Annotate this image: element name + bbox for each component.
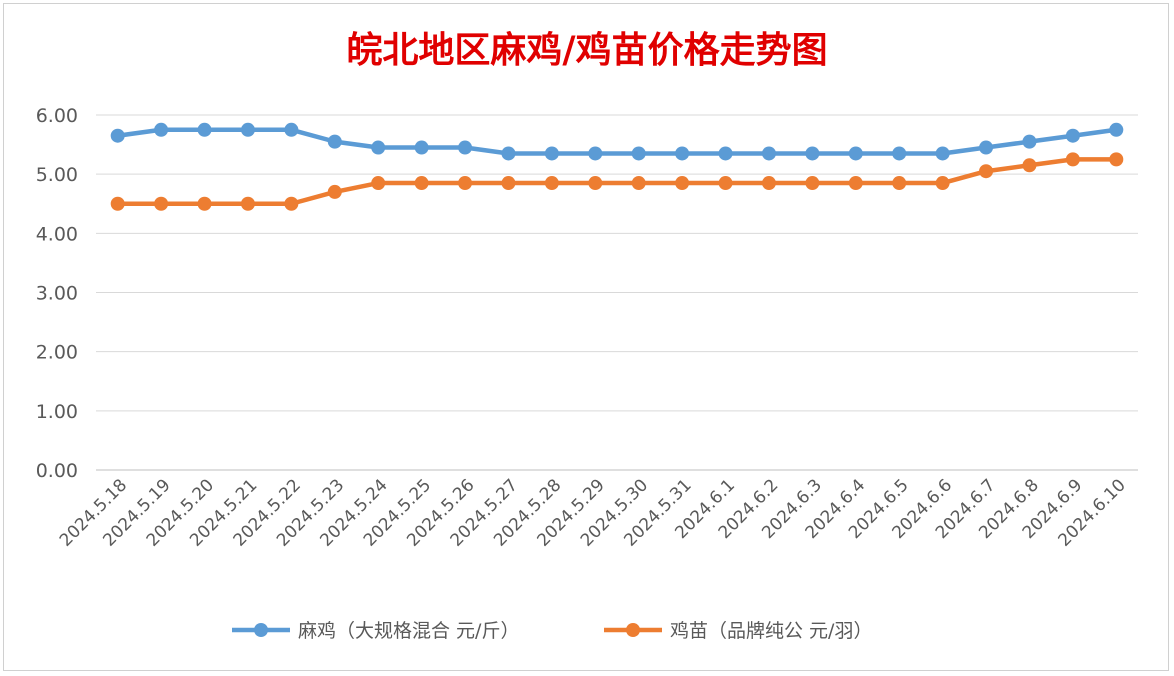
data-point <box>110 128 125 143</box>
data-point <box>197 122 212 137</box>
data-point <box>588 176 603 191</box>
data-point <box>979 164 994 179</box>
data-point <box>718 146 733 161</box>
series-line-2 <box>115 157 1119 206</box>
data-point <box>761 146 776 161</box>
data-point <box>935 176 950 191</box>
legend-label: 鸡苗（品牌纯公 元/羽） <box>670 620 872 642</box>
data-point <box>414 140 429 155</box>
data-point <box>805 176 820 191</box>
data-point <box>761 176 776 191</box>
y-tick-label: 3.00 <box>36 283 78 305</box>
data-point <box>240 122 255 137</box>
y-tick-label: 1.00 <box>36 401 78 423</box>
data-point <box>631 146 646 161</box>
legend-label: 麻鸡（大规格混合 元/斤） <box>298 620 519 642</box>
series-group <box>110 122 1124 211</box>
data-point <box>979 140 994 155</box>
data-point <box>501 176 516 191</box>
chart-title: 皖北地区麻鸡/鸡苗价格走势图 <box>346 29 827 71</box>
chart-frame <box>3 3 1169 671</box>
legend-marker <box>626 623 640 637</box>
legend: 麻鸡（大规格混合 元/斤） 鸡苗（品牌纯公 元/羽） <box>232 620 872 642</box>
data-point <box>197 196 212 211</box>
data-point <box>458 176 473 191</box>
data-point <box>154 196 169 211</box>
data-point <box>1065 128 1080 143</box>
y-tick-label: 6.00 <box>36 105 78 127</box>
data-point <box>805 146 820 161</box>
y-tick-label: 4.00 <box>36 223 78 245</box>
data-point <box>675 176 690 191</box>
data-point <box>544 146 559 161</box>
data-point <box>588 146 603 161</box>
data-point <box>371 140 386 155</box>
data-point <box>414 176 429 191</box>
data-point <box>1109 152 1124 167</box>
data-point <box>848 176 863 191</box>
data-point <box>327 184 342 199</box>
y-tick-label: 2.00 <box>36 342 78 364</box>
data-point <box>284 122 299 137</box>
data-point <box>935 146 950 161</box>
data-point <box>371 176 386 191</box>
data-point <box>675 146 690 161</box>
data-point <box>1022 158 1037 173</box>
data-point <box>110 196 125 211</box>
data-point <box>501 146 516 161</box>
data-point <box>1065 152 1080 167</box>
data-point <box>458 140 473 155</box>
data-point <box>544 176 559 191</box>
data-point <box>1022 134 1037 149</box>
data-point <box>284 196 299 211</box>
series-line-1 <box>115 127 1119 156</box>
data-point <box>240 196 255 211</box>
data-point <box>718 176 733 191</box>
data-point <box>1109 122 1124 137</box>
data-point <box>848 146 863 161</box>
x-axis-ticks: 2024.5.182024.5.192024.5.202024.5.212024… <box>56 475 1130 550</box>
y-axis-ticks: 0.00 1.00 2.00 3.00 4.00 5.00 6.00 <box>36 105 78 482</box>
data-point <box>154 122 169 137</box>
data-point <box>327 134 342 149</box>
data-point <box>892 146 907 161</box>
grid <box>96 114 1138 471</box>
data-point <box>631 176 646 191</box>
data-point <box>892 176 907 191</box>
legend-marker <box>254 623 268 637</box>
y-tick-label: 5.00 <box>36 164 78 186</box>
y-tick-label: 0.00 <box>36 460 78 482</box>
